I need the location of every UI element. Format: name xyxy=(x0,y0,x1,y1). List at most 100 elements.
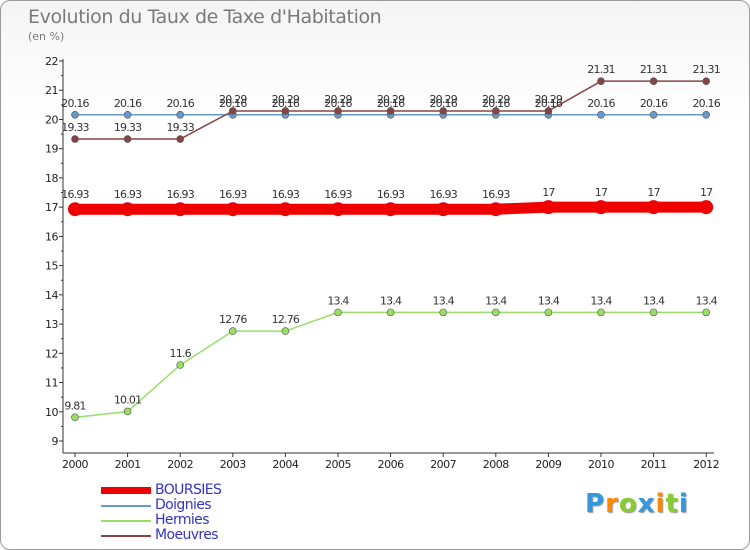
data-label-doignies: 20.16 xyxy=(429,97,457,110)
legend-label-hermies: Hermies xyxy=(155,512,209,528)
data-label-doignies: 20.16 xyxy=(535,97,563,110)
y-tick-label: 11 xyxy=(45,377,58,390)
legend-swatch-boursies xyxy=(101,487,151,494)
data-label-hermies: 13.4 xyxy=(643,294,665,307)
data-label-moeuvres: 21.31 xyxy=(587,63,615,76)
legend-item-boursies: BOURSIES xyxy=(101,482,301,499)
logo-letter: P xyxy=(585,489,606,519)
data-label-doignies: 20.16 xyxy=(692,97,720,110)
data-label-boursies: 16.93 xyxy=(166,188,194,201)
series-line-hermies xyxy=(74,311,707,419)
data-label-moeuvres: 19.33 xyxy=(114,121,142,134)
data-label-boursies: 16.93 xyxy=(219,188,247,201)
data-point-doignies xyxy=(71,110,79,119)
logo-letter: i xyxy=(678,489,689,519)
data-point-moeuvres xyxy=(649,77,658,85)
series-points xyxy=(68,77,714,422)
data-point-moeuvres xyxy=(123,135,132,143)
data-label-doignies: 20.16 xyxy=(272,97,300,110)
data-point-hermies xyxy=(123,407,132,416)
data-point-moeuvres xyxy=(491,107,500,115)
data-point-hermies xyxy=(281,327,290,335)
x-tick-label: 2011 xyxy=(641,458,667,471)
legend-swatch-moeuvres xyxy=(101,535,151,537)
y-tick-label: 17 xyxy=(45,201,58,214)
data-label-hermies: 13.4 xyxy=(485,294,507,307)
data-label-hermies: 13.4 xyxy=(538,294,560,307)
data-point-moeuvres xyxy=(229,107,237,115)
data-label-boursies: 16.93 xyxy=(377,188,405,201)
y-axis-unit-label: (en %) xyxy=(28,30,65,43)
data-point-boursies xyxy=(120,202,135,217)
legend: BOURSIES Doignies Hermies Moeuvres xyxy=(101,482,301,544)
y-tick-label: 16 xyxy=(45,230,58,243)
x-tick-label: 2005 xyxy=(325,458,351,471)
data-point-doignies xyxy=(123,110,132,119)
data-point-moeuvres xyxy=(334,107,342,115)
data-label-moeuvres: 20.29 xyxy=(324,93,352,106)
y-tick-label: 19 xyxy=(45,143,58,156)
data-label-boursies: 17 xyxy=(595,186,608,199)
data-label-hermies: 13.4 xyxy=(433,294,455,307)
data-label-doignies: 20.16 xyxy=(219,97,247,110)
data-point-hermies xyxy=(71,413,79,422)
data-label-moeuvres: 19.33 xyxy=(166,121,194,134)
y-tick-label: 22 xyxy=(45,55,58,68)
logo-letter: i xyxy=(655,489,666,519)
data-point-hermies xyxy=(176,361,184,369)
data-point-boursies xyxy=(331,202,345,217)
data-point-boursies xyxy=(541,200,556,215)
data-label-moeuvres: 20.29 xyxy=(219,93,247,106)
data-label-moeuvres: 19.33 xyxy=(61,121,89,134)
axes: 9 10 11 12 13 14 15 16 17 18 19 20 21 22 2000 2001 2002 2… xyxy=(45,55,720,471)
y-tick-label: 9 xyxy=(52,435,59,448)
logo-letter: o xyxy=(618,489,638,519)
logo-letter: x xyxy=(637,489,656,519)
data-label-doignies: 20.16 xyxy=(640,97,668,110)
data-label-boursies: 16.93 xyxy=(61,188,89,201)
data-label-moeuvres: 20.29 xyxy=(535,93,563,106)
data-point-doignies xyxy=(649,110,658,119)
data-point-hermies xyxy=(334,308,342,317)
data-point-boursies xyxy=(173,202,188,217)
y-tick-label: 20 xyxy=(45,113,58,126)
data-point-moeuvres xyxy=(439,107,448,115)
data-point-moeuvres xyxy=(71,135,79,143)
legend-swatch-hermies xyxy=(101,520,151,522)
data-point-boursies xyxy=(594,200,608,215)
legend-label-moeuvres: Moeuvres xyxy=(155,527,219,543)
legend-item-hermies: Hermies xyxy=(101,512,301,529)
data-label-doignies: 20.16 xyxy=(377,97,405,110)
data-label-boursies: 17 xyxy=(542,186,555,199)
data-point-moeuvres xyxy=(386,107,395,115)
data-point-boursies xyxy=(436,202,451,217)
data-label-doignies: 20.16 xyxy=(482,97,510,110)
data-point-boursies xyxy=(383,202,398,217)
data-point-boursies xyxy=(278,202,293,217)
data-label-moeuvres: 20.29 xyxy=(272,93,300,106)
data-label-moeuvres: 20.29 xyxy=(377,93,405,106)
data-label-hermies: 13.4 xyxy=(327,294,349,307)
data-point-hermies xyxy=(439,308,448,317)
data-label-hermies: 12.76 xyxy=(272,313,300,326)
legend-swatch-doignies xyxy=(101,505,151,507)
data-label-boursies: 17 xyxy=(647,186,660,199)
data-label-boursies: 16.93 xyxy=(429,188,457,201)
data-point-boursies xyxy=(646,200,661,215)
data-point-hermies xyxy=(544,308,553,317)
data-point-hermies xyxy=(491,308,500,317)
data-label-moeuvres: 20.29 xyxy=(482,93,510,106)
data-label-doignies: 20.16 xyxy=(324,97,352,110)
data-label-doignies: 20.16 xyxy=(587,97,615,110)
data-point-moeuvres xyxy=(597,77,605,85)
data-label-boursies: 16.93 xyxy=(482,188,510,201)
data-point-doignies xyxy=(702,110,711,119)
value-labels: 20.16 20.16 20.16 20.16 20.16 20.16 20.16 20.16… xyxy=(61,63,721,412)
y-tick-label: 14 xyxy=(45,289,58,302)
x-tick-label: 2009 xyxy=(535,458,561,471)
x-tick-label: 2003 xyxy=(220,458,246,471)
data-label-doignies: 20.16 xyxy=(166,97,194,110)
data-point-boursies xyxy=(488,202,503,217)
